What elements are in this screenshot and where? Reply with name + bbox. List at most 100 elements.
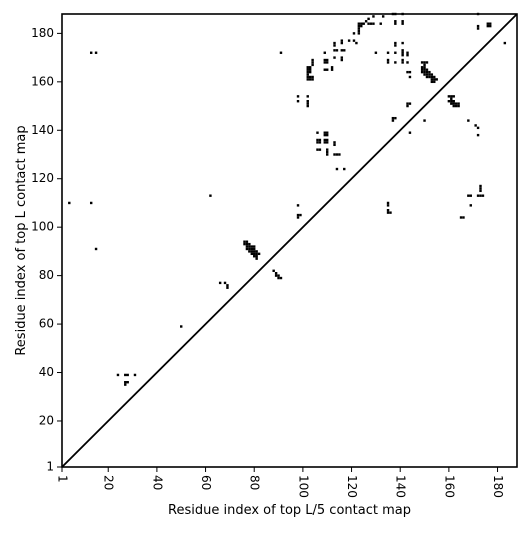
contact-point [326, 61, 329, 64]
contact-point [394, 22, 397, 25]
contact-point [489, 24, 492, 28]
contact-point [357, 24, 361, 28]
contact-point [226, 286, 229, 289]
contact-point [316, 141, 319, 144]
contact-point [248, 247, 251, 251]
contact-point [318, 148, 322, 151]
contact-point [255, 250, 258, 253]
contact-point [323, 58, 326, 62]
contact-point [340, 49, 344, 52]
contact-point [503, 41, 507, 45]
contact-point [428, 75, 431, 79]
contact-point [311, 63, 314, 67]
contact-point [389, 211, 392, 214]
contact-point [306, 100, 309, 103]
contact-point [299, 213, 302, 217]
contact-point [352, 39, 356, 42]
contact-point [476, 194, 480, 197]
contact-point [94, 247, 98, 251]
contact-point [379, 22, 382, 25]
contact-point [296, 216, 300, 219]
contact-point [250, 250, 253, 253]
contact-point [394, 51, 397, 54]
contact-point [420, 66, 424, 69]
contact-point [452, 104, 455, 108]
contact-point [326, 131, 329, 134]
y-tick-label: 160 [31, 74, 54, 88]
contact-point [435, 78, 438, 81]
y-tick-label: 1 [46, 460, 54, 474]
contact-point [326, 153, 329, 156]
contact-point [248, 250, 251, 253]
contact-point [423, 66, 426, 69]
contact-point [386, 211, 390, 214]
x-tick-label: 100 [296, 475, 310, 498]
diagonal-line [61, 13, 518, 468]
contact-point [223, 281, 227, 285]
contact-point [408, 102, 412, 105]
y-tick-label: 120 [31, 171, 54, 185]
contact-point [279, 276, 283, 280]
contact-point [406, 61, 409, 64]
contact-point [326, 58, 329, 62]
contact-point [257, 252, 261, 256]
data-points [68, 12, 507, 386]
y-tick-label: 100 [31, 220, 54, 234]
contact-point [362, 22, 365, 25]
contact-point [476, 126, 480, 130]
y-tick-label: 80 [39, 268, 54, 282]
contact-point [401, 58, 404, 62]
contact-point [326, 133, 329, 137]
contact-point [450, 97, 453, 100]
contact-point [486, 22, 490, 25]
contact-point [311, 61, 314, 64]
contact-point [277, 274, 280, 277]
contact-point [124, 383, 127, 386]
contact-point [452, 100, 455, 103]
contact-point [457, 102, 460, 105]
contact-point [126, 373, 129, 377]
contact-point [428, 73, 431, 76]
contact-point [316, 148, 319, 151]
contact-point [425, 75, 429, 79]
contact-point [401, 41, 404, 45]
contact-point [406, 53, 409, 57]
x-tick-label: 40 [150, 475, 164, 490]
contact-point [326, 138, 329, 142]
contact-point [311, 78, 314, 81]
contact-point [323, 61, 326, 64]
contact-point [372, 22, 375, 25]
x-axis-ticks: 1 20 40 60 80 100 120 140 160 180 [56, 467, 505, 498]
contact-point [340, 39, 344, 42]
contact-point [355, 41, 358, 45]
contact-point [296, 100, 300, 103]
contact-point [308, 68, 312, 71]
contact-point [367, 22, 370, 25]
contact-point [250, 252, 253, 256]
contact-point [333, 41, 336, 45]
contact-point [486, 24, 490, 28]
contact-point [357, 22, 361, 25]
contact-point [357, 27, 361, 30]
contact-point [255, 257, 258, 260]
contact-point [386, 51, 390, 54]
contact-point [462, 216, 465, 219]
contact-point [447, 95, 451, 98]
contact-point [423, 63, 426, 67]
contact-point [245, 245, 249, 248]
contact-point [430, 78, 434, 81]
contact-point [250, 245, 253, 248]
contact-point [126, 381, 129, 384]
contact-point [401, 49, 404, 52]
contact-point [357, 29, 361, 33]
contact-point [425, 61, 429, 64]
contact-point [306, 66, 309, 69]
contact-point [401, 51, 404, 54]
x-tick-label: 20 [102, 475, 116, 490]
contact-point [124, 381, 127, 384]
contact-point [394, 61, 397, 64]
contact-point [423, 61, 426, 64]
